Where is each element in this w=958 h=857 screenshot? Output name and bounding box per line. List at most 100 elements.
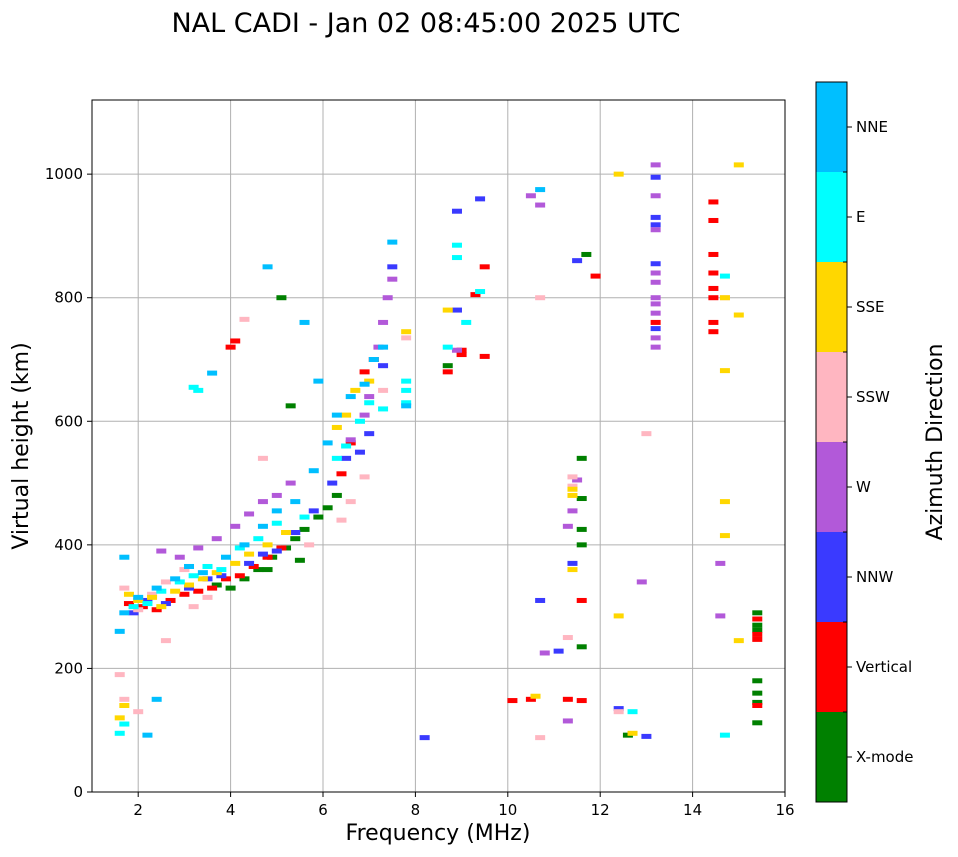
data-point-vertical [708, 295, 719, 301]
data-point-nnw [451, 208, 462, 214]
data-point-vertical [220, 576, 231, 582]
data-point-w [378, 319, 389, 325]
data-point-nne [207, 370, 218, 376]
data-point-ssw [160, 579, 171, 585]
data-point-e [156, 588, 167, 594]
data-point-x-mode [285, 403, 296, 409]
data-point-x-mode [752, 627, 763, 633]
data-point-sse [281, 530, 292, 535]
data-point-w [271, 492, 282, 498]
data-point-e [253, 536, 264, 542]
data-point-sse [262, 542, 273, 548]
data-point-w [567, 508, 578, 514]
data-point-vertical [752, 703, 763, 708]
data-point-nne [387, 239, 398, 245]
data-point-ssw [378, 387, 389, 393]
data-point-nnw [572, 258, 583, 264]
data-point-nnw [327, 480, 338, 486]
y-tick-label: 200 [54, 659, 83, 677]
colorbar-tick-label: W [856, 478, 871, 496]
data-point-ssw [567, 483, 578, 489]
data-point-x-mode [294, 557, 305, 563]
data-point-nne [257, 523, 268, 529]
y-tick-label: 800 [54, 289, 83, 307]
data-point-sse [627, 730, 638, 736]
data-point-w [387, 276, 398, 282]
data-point-sse [197, 576, 208, 582]
colorbar-segment [816, 712, 847, 802]
data-point-e [142, 601, 153, 607]
data-point-x-mode [576, 455, 587, 461]
data-point-e [719, 732, 730, 738]
data-point-vertical [165, 597, 176, 603]
y-tick-label: 1000 [45, 165, 83, 183]
data-point-ssw [160, 638, 171, 644]
x-tick-label: 8 [411, 801, 421, 819]
data-point-x-mode [576, 644, 587, 650]
x-axis-label: Frequency (MHz) [346, 821, 531, 846]
colorbar-segment [816, 532, 847, 622]
data-point-sse [331, 424, 342, 430]
x-tick-label: 4 [226, 801, 236, 819]
data-point-nnw [257, 551, 268, 557]
grid [92, 100, 786, 793]
data-point-nne [119, 554, 130, 560]
data-point-e [378, 406, 389, 412]
data-point-e [401, 387, 412, 393]
data-point-x-mode [752, 610, 763, 616]
data-point-w [382, 295, 393, 301]
data-point-ssw [133, 709, 144, 715]
data-point-w [525, 193, 536, 199]
data-point-nne [535, 187, 546, 193]
data-point-vertical [151, 607, 162, 613]
data-point-ssw [114, 672, 125, 678]
data-point-nnw [451, 307, 462, 313]
colorbar-tick-label: X-mode [856, 748, 913, 766]
data-point-e [341, 443, 352, 449]
data-point-nne [239, 542, 250, 548]
data-point-w [715, 560, 726, 566]
data-point-sse [530, 693, 541, 699]
data-point-ssw [345, 499, 356, 505]
colorbar-tick-label: NNE [856, 118, 888, 136]
data-point-vertical [225, 344, 236, 350]
data-point-e [401, 400, 412, 406]
data-point-w [156, 548, 167, 554]
data-point-x-mode [322, 505, 333, 511]
data-point-x-mode [276, 295, 287, 301]
data-point-vertical [137, 604, 148, 610]
data-point-w [211, 536, 222, 542]
data-point-e [401, 378, 412, 384]
data-point-nnw [535, 597, 546, 603]
data-point-w [572, 477, 583, 483]
data-point-w [364, 394, 375, 400]
data-point-ssw [147, 591, 158, 597]
data-point-sse [733, 162, 744, 168]
data-point-ssw [304, 542, 315, 548]
data-point-vertical [276, 545, 287, 551]
colorbar-segment [816, 82, 847, 172]
data-point-ssw [239, 316, 250, 322]
data-point-e [188, 384, 199, 390]
data-point-w [562, 523, 573, 529]
data-point-w [359, 412, 370, 418]
data-point-sse [719, 295, 730, 301]
data-point-e [442, 344, 453, 350]
data-point-ssw [613, 709, 624, 715]
data-point-vertical [442, 369, 453, 375]
data-point-w [650, 162, 661, 168]
data-point-nnw [160, 601, 171, 607]
data-point-nnw [142, 597, 153, 603]
data-point-nnw [567, 560, 578, 566]
data-point-vertical [708, 251, 719, 257]
data-point-nne [299, 319, 310, 325]
data-point-nnw [184, 585, 195, 591]
data-point-nnw [128, 610, 139, 616]
data-point-nne [401, 403, 412, 409]
data-point-ssw [562, 635, 573, 641]
data-point-sse [567, 486, 578, 492]
data-point-vertical [708, 270, 719, 276]
data-point-ssw [179, 567, 190, 573]
data-point-sse [114, 715, 125, 721]
data-point-vertical [456, 352, 467, 358]
